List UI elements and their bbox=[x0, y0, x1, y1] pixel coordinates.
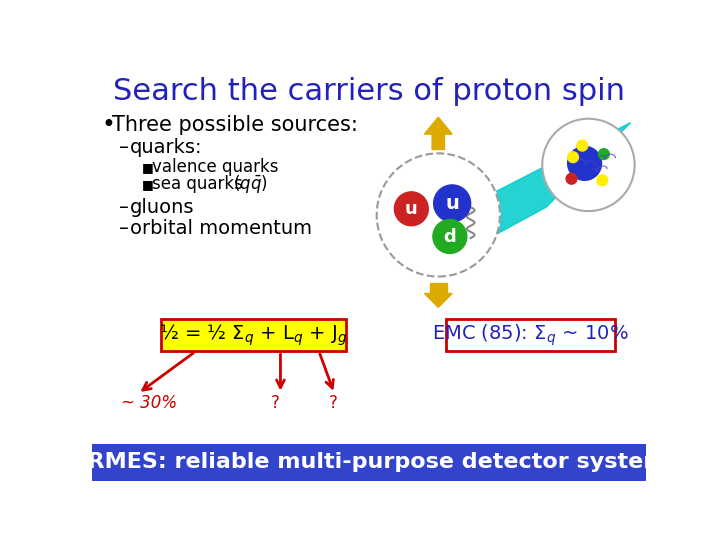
Text: Three possible sources:: Three possible sources: bbox=[112, 115, 358, 135]
Text: HERMES: reliable multi-purpose detector system !: HERMES: reliable multi-purpose detector … bbox=[54, 452, 684, 472]
Circle shape bbox=[567, 146, 601, 180]
Text: ■: ■ bbox=[142, 178, 153, 191]
Text: •: • bbox=[101, 113, 115, 137]
FancyArrow shape bbox=[425, 117, 452, 150]
FancyArrow shape bbox=[425, 294, 452, 307]
Text: ?: ? bbox=[328, 394, 337, 412]
Circle shape bbox=[566, 173, 577, 184]
Text: ■: ■ bbox=[142, 161, 153, 174]
Text: $(q\bar{q})$: $(q\bar{q})$ bbox=[233, 173, 267, 195]
Polygon shape bbox=[492, 123, 631, 237]
Circle shape bbox=[433, 220, 467, 253]
Text: EMC (85): $\Sigma_{q}$ ~ 10%: EMC (85): $\Sigma_{q}$ ~ 10% bbox=[433, 322, 629, 348]
Text: –: – bbox=[119, 138, 129, 157]
Bar bbox=[92, 444, 647, 481]
Text: d: d bbox=[444, 227, 456, 246]
Text: ?: ? bbox=[271, 394, 279, 412]
Circle shape bbox=[597, 175, 608, 186]
Text: gluons: gluons bbox=[130, 198, 195, 217]
Text: sea quarks: sea quarks bbox=[152, 175, 243, 193]
Text: orbital momentum: orbital momentum bbox=[130, 219, 312, 238]
Text: –: – bbox=[119, 219, 129, 238]
Circle shape bbox=[377, 153, 500, 276]
Text: u: u bbox=[445, 194, 459, 213]
Circle shape bbox=[395, 192, 428, 226]
Circle shape bbox=[577, 140, 588, 151]
Bar bbox=[430, 283, 447, 294]
Text: –: – bbox=[119, 198, 129, 217]
Text: u: u bbox=[405, 200, 418, 218]
Text: ~ 30%: ~ 30% bbox=[121, 394, 177, 412]
Text: Search the carriers of proton spin: Search the carriers of proton spin bbox=[113, 77, 625, 106]
Circle shape bbox=[542, 119, 634, 211]
Text: valence quarks: valence quarks bbox=[152, 158, 279, 176]
Text: quarks:: quarks: bbox=[130, 138, 203, 157]
Circle shape bbox=[433, 185, 471, 222]
Circle shape bbox=[598, 148, 609, 159]
Text: ½ = ½ $\Sigma_{q}$ + L$_{q}$ + J$_{g}$: ½ = ½ $\Sigma_{q}$ + L$_{q}$ + J$_{g}$ bbox=[159, 322, 348, 348]
Bar bbox=[446, 319, 616, 351]
Bar bbox=[161, 319, 346, 351]
Bar bbox=[599, 177, 606, 184]
Circle shape bbox=[567, 152, 578, 163]
Bar bbox=[570, 154, 576, 160]
Bar bbox=[579, 143, 585, 148]
